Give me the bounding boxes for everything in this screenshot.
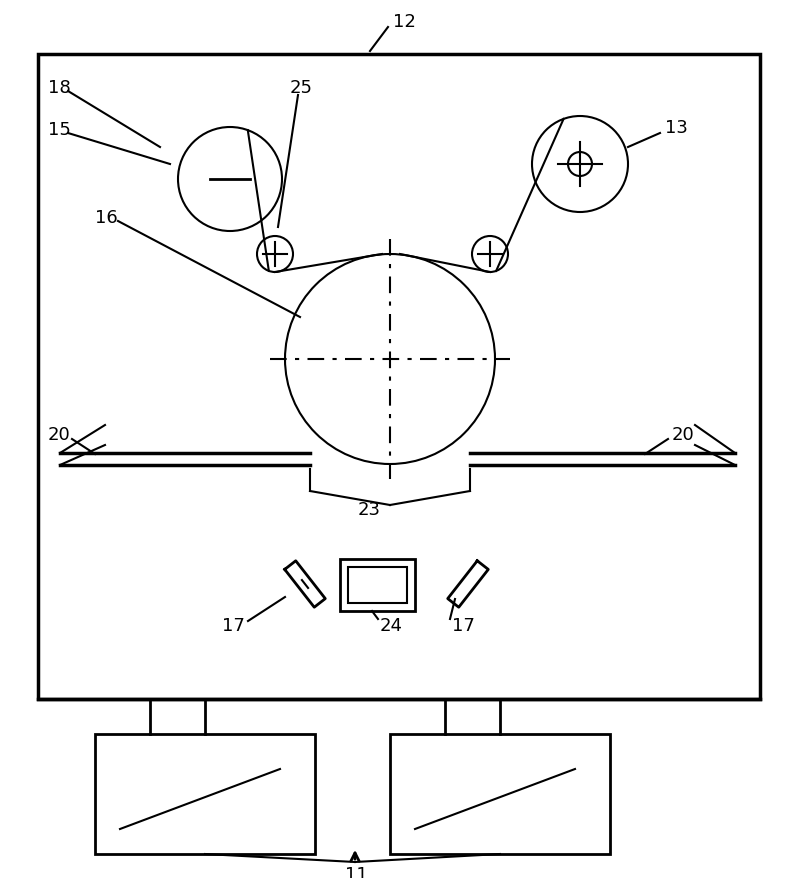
Text: 20: 20 bbox=[672, 426, 694, 443]
Text: 11: 11 bbox=[345, 865, 368, 878]
Bar bbox=[95, 734, 315, 854]
Text: 18: 18 bbox=[48, 79, 70, 97]
Text: 15: 15 bbox=[48, 121, 71, 139]
Text: 25: 25 bbox=[290, 79, 313, 97]
Text: 17: 17 bbox=[222, 616, 245, 634]
Text: 17: 17 bbox=[452, 616, 475, 634]
Bar bbox=[390, 734, 610, 854]
Bar bbox=[38, 55, 760, 699]
Text: 13: 13 bbox=[665, 119, 688, 137]
Bar bbox=[340, 559, 415, 611]
Text: 12: 12 bbox=[393, 13, 416, 31]
Text: 23: 23 bbox=[358, 500, 381, 518]
Text: 20: 20 bbox=[48, 426, 70, 443]
Text: 24: 24 bbox=[380, 616, 403, 634]
Text: 16: 16 bbox=[95, 209, 118, 227]
Bar bbox=[348, 567, 407, 603]
